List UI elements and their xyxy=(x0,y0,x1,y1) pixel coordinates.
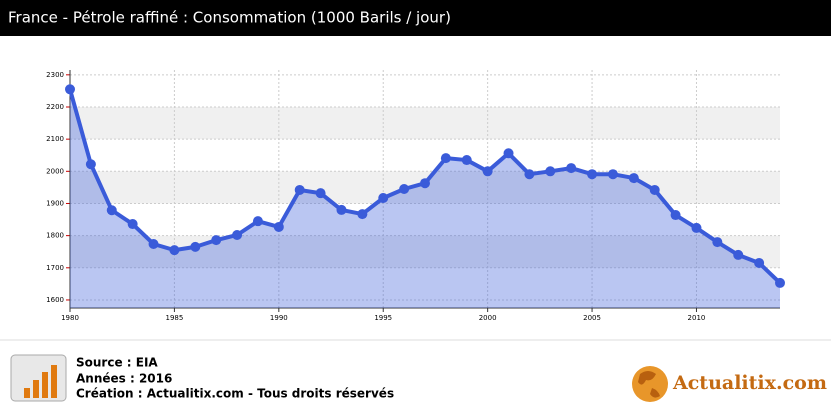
point xyxy=(628,173,639,184)
y-tick-label: 2200 xyxy=(46,103,64,111)
point xyxy=(670,210,681,221)
point xyxy=(440,153,451,164)
y-tick-label: 1800 xyxy=(46,232,64,240)
title-bar xyxy=(0,0,831,36)
point xyxy=(315,188,326,199)
point xyxy=(775,277,785,288)
point xyxy=(85,159,96,170)
y-tick-label: 2000 xyxy=(46,167,64,175)
footer-source: Source : EIA xyxy=(76,356,158,370)
point xyxy=(712,237,723,248)
x-tick-label: 1980 xyxy=(61,314,79,322)
y-tick-label: 2300 xyxy=(46,71,64,79)
x-tick-label: 2005 xyxy=(583,314,601,322)
point xyxy=(232,229,243,240)
point xyxy=(524,169,535,180)
y-tick-label: 1600 xyxy=(46,296,64,304)
point xyxy=(461,155,472,166)
x-tick-label: 2000 xyxy=(479,314,497,322)
point xyxy=(482,166,493,177)
point xyxy=(754,257,765,268)
point xyxy=(399,184,410,194)
area xyxy=(70,89,780,308)
point xyxy=(294,184,305,195)
point xyxy=(607,169,618,180)
x-tick-label: 2010 xyxy=(688,314,706,322)
point xyxy=(252,216,263,227)
y-tick-label: 1900 xyxy=(46,199,64,207)
point xyxy=(127,219,138,230)
logo-globe xyxy=(632,366,668,402)
y-tick-label: 2100 xyxy=(46,135,64,143)
point xyxy=(378,193,389,204)
point xyxy=(211,235,222,246)
point xyxy=(733,249,744,260)
point xyxy=(691,222,702,233)
grid-band xyxy=(70,235,780,268)
point xyxy=(148,238,159,249)
point xyxy=(190,241,201,252)
point xyxy=(649,184,660,195)
chart-title: France - Pétrole raffiné : Consommation … xyxy=(8,9,451,27)
point xyxy=(587,169,598,180)
x-tick-label: 1995 xyxy=(374,314,392,322)
x-tick-label: 1985 xyxy=(165,314,183,322)
footer-credit: Création : Actualitix.com - Tous droits … xyxy=(76,387,394,401)
point xyxy=(503,148,514,159)
x-tick-label: 1990 xyxy=(270,314,288,322)
point xyxy=(65,84,75,95)
point xyxy=(420,178,430,189)
point xyxy=(106,205,117,216)
point xyxy=(273,221,284,232)
grid-band xyxy=(70,106,780,140)
footer-years: Années : 2016 xyxy=(76,372,172,386)
y-tick-label: 1700 xyxy=(46,264,64,272)
point xyxy=(336,204,347,215)
point xyxy=(566,163,577,174)
point xyxy=(545,166,556,177)
point xyxy=(357,209,368,220)
logo-text: Actualitix.com xyxy=(672,372,827,394)
point xyxy=(169,245,180,256)
footer-icon xyxy=(10,354,67,402)
